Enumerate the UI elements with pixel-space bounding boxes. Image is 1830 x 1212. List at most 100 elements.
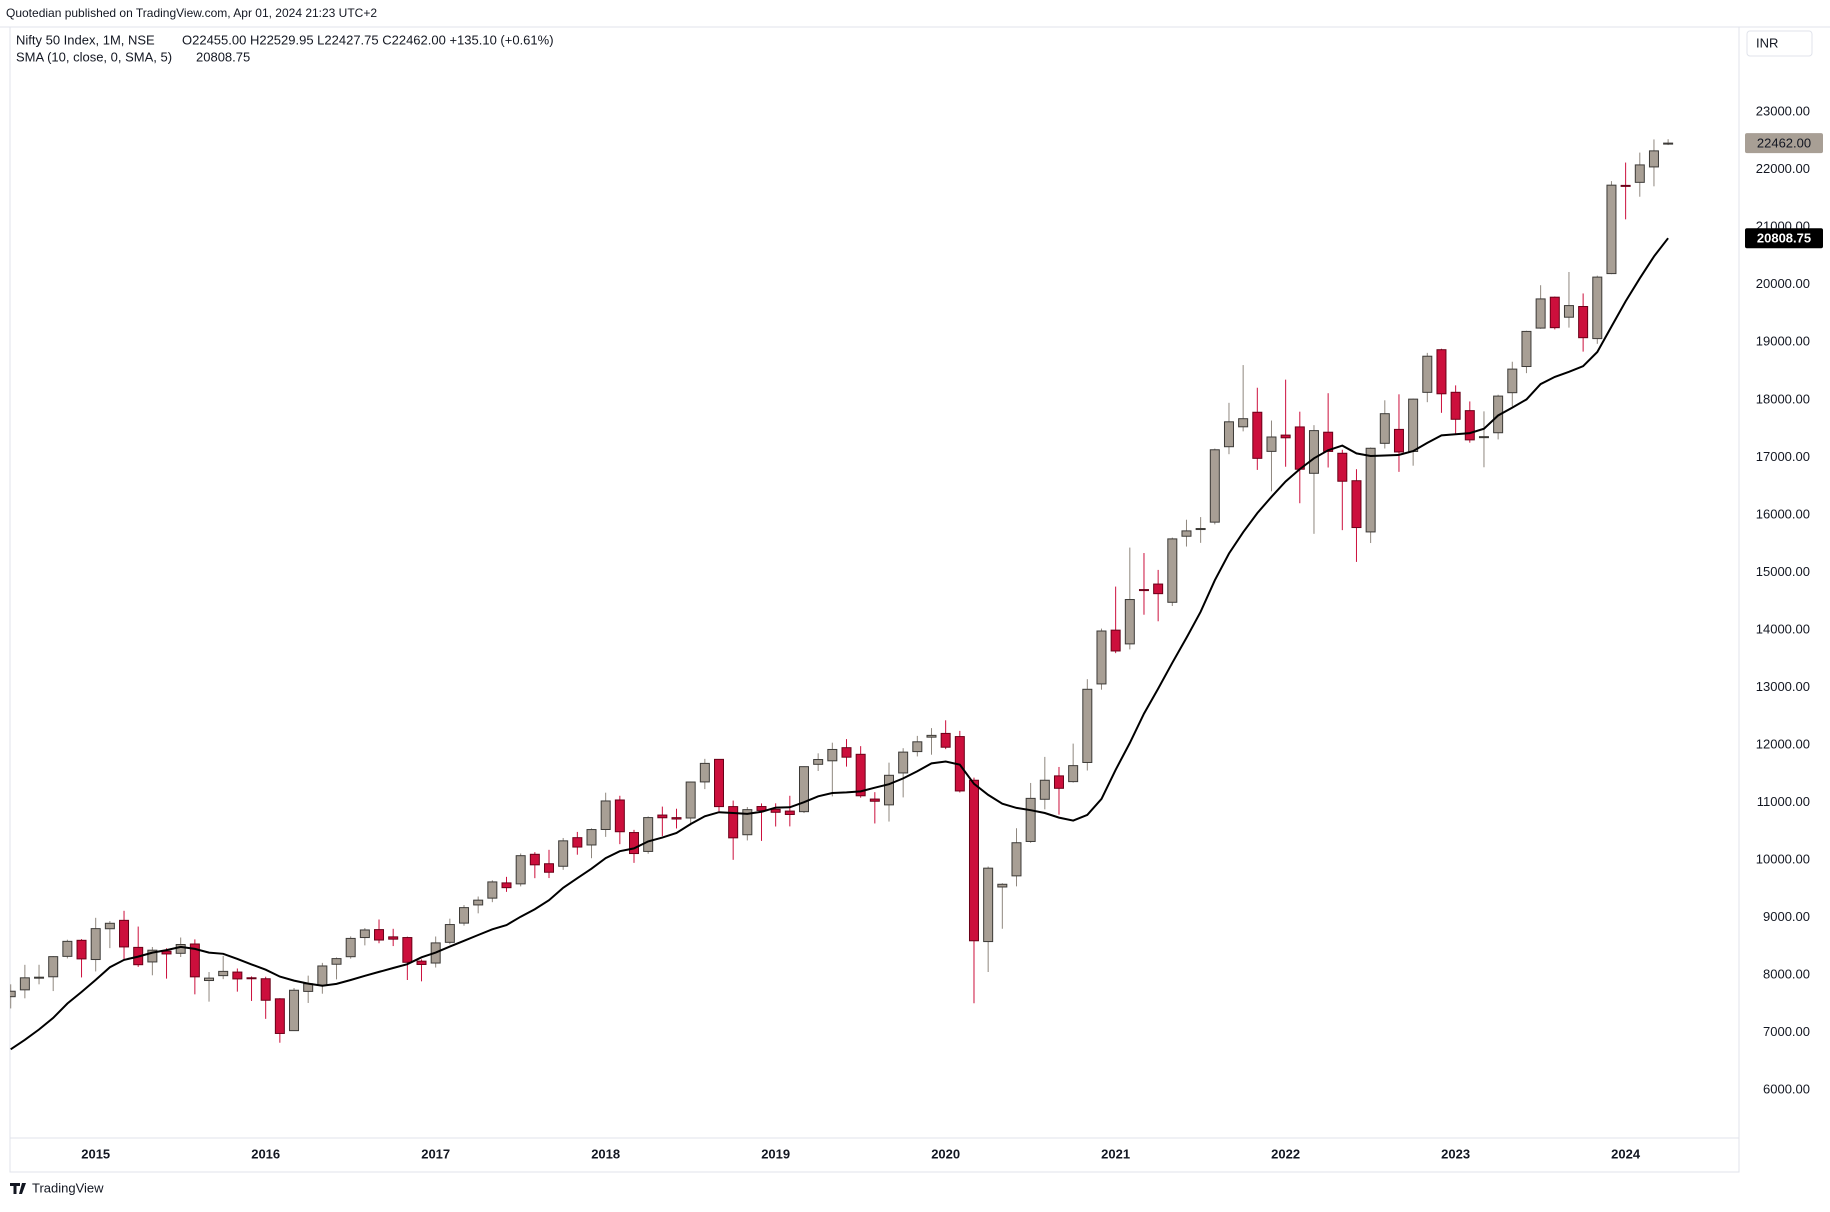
candle-body (444, 924, 455, 943)
candle-body (883, 774, 894, 806)
candle-body (1138, 589, 1149, 592)
candle-body (600, 800, 611, 830)
candle-body (997, 883, 1008, 888)
candle-body (1153, 583, 1164, 595)
candle-body (912, 741, 923, 753)
candle-body (1408, 398, 1419, 452)
candle-body (501, 882, 512, 889)
candle-body (1323, 431, 1334, 452)
candle-body (1351, 480, 1362, 529)
candle-body (529, 853, 540, 866)
y-tick-label: 16000.00 (1756, 506, 1810, 521)
sma-name: SMA (10, close, 0, SMA, 5) (16, 49, 172, 64)
candle-body (572, 837, 583, 848)
sma-value: 20808.75 (196, 49, 250, 64)
candle-body (189, 943, 200, 978)
candle-body (1648, 150, 1659, 168)
candle-body (1379, 413, 1390, 444)
candle-body (699, 762, 710, 783)
candle-body (416, 960, 427, 965)
candle-body (459, 907, 470, 924)
plot-frame (9, 26, 1740, 1173)
candle-body (643, 817, 654, 852)
candle-body (19, 977, 30, 991)
candle-body (855, 753, 866, 797)
candle-body (317, 965, 328, 986)
candle-body (827, 748, 838, 762)
candle-body (1606, 184, 1617, 275)
x-tick-label: 2020 (931, 1146, 960, 1161)
candle-body (388, 936, 399, 940)
symbol-name: Nifty 50 Index, 1M, NSE (16, 32, 155, 47)
candle-body (515, 855, 526, 885)
candle-body (147, 949, 158, 963)
x-tick-label: 2023 (1441, 1146, 1470, 1161)
candle-body (1280, 434, 1291, 439)
candle-body (671, 817, 682, 820)
candle-body (161, 950, 172, 955)
y-tick-label: 8000.00 (1763, 967, 1810, 982)
candle-body (1011, 842, 1022, 877)
candle-body (1450, 391, 1461, 420)
candle-body (558, 840, 569, 867)
y-tick-label: 22000.00 (1756, 161, 1810, 176)
candle-body (898, 751, 909, 774)
y-tick-label: 13000.00 (1756, 679, 1810, 694)
y-tick-label: 17000.00 (1756, 449, 1810, 464)
x-tick-label: 2019 (761, 1146, 790, 1161)
y-tick-label: 20000.00 (1756, 276, 1810, 291)
x-tick-label: 2015 (81, 1146, 110, 1161)
y-tick-label: 18000.00 (1756, 391, 1810, 406)
currency-box[interactable] (1746, 30, 1813, 57)
candle-body (1578, 306, 1589, 339)
candle-body (968, 779, 979, 942)
candle-body (1337, 452, 1348, 482)
candle-body (1096, 630, 1107, 685)
candle-body (10, 990, 16, 998)
x-tick-label: 2016 (251, 1146, 280, 1161)
y-tick-label: 23000.00 (1756, 104, 1810, 119)
candle-body (119, 919, 130, 948)
candle-body (1124, 599, 1135, 645)
y-tick-label: 9000.00 (1763, 909, 1810, 924)
candle-body (289, 989, 300, 1032)
x-tick-label: 2017 (421, 1146, 450, 1161)
candle-body (473, 899, 484, 906)
candle-body (402, 937, 413, 963)
y-tick-label: 11000.00 (1757, 794, 1810, 809)
candle-body (1436, 349, 1447, 395)
candle-body (204, 977, 215, 982)
candle-body (1053, 775, 1064, 789)
close-price-tag (1745, 133, 1823, 154)
candle-body (1266, 436, 1277, 452)
candle-body (869, 798, 880, 802)
tv-logo (10, 1183, 26, 1194)
y-tick-label: 19000.00 (1756, 334, 1810, 349)
candle-body (728, 806, 739, 839)
sma-price-tag (1745, 228, 1823, 249)
candle-body (1393, 428, 1404, 453)
candle-body (756, 806, 767, 811)
x-tick-label: 2022 (1271, 1146, 1300, 1161)
close-price-label: 22462.00 (1757, 136, 1811, 151)
candle-body (1025, 797, 1036, 842)
candle-body (1110, 629, 1121, 652)
candle-body (841, 747, 852, 758)
candle-body (1181, 530, 1192, 537)
sma-line (10, 237, 1669, 1051)
x-tick-label: 2024 (1611, 1146, 1641, 1161)
candle-body (218, 970, 229, 977)
candle-body (374, 929, 385, 941)
candle-body (1238, 418, 1249, 428)
candle-body (175, 944, 186, 954)
y-tick-label: 6000.00 (1763, 1082, 1810, 1097)
candle-body (34, 976, 45, 979)
candle-body (629, 832, 640, 855)
candle-body (657, 814, 668, 819)
candle-body (1209, 449, 1220, 523)
y-tick-label: 10000.00 (1756, 852, 1810, 867)
candle-body (1464, 410, 1475, 441)
y-tick-label: 7000.00 (1763, 1024, 1810, 1039)
candle-body (1478, 436, 1489, 439)
